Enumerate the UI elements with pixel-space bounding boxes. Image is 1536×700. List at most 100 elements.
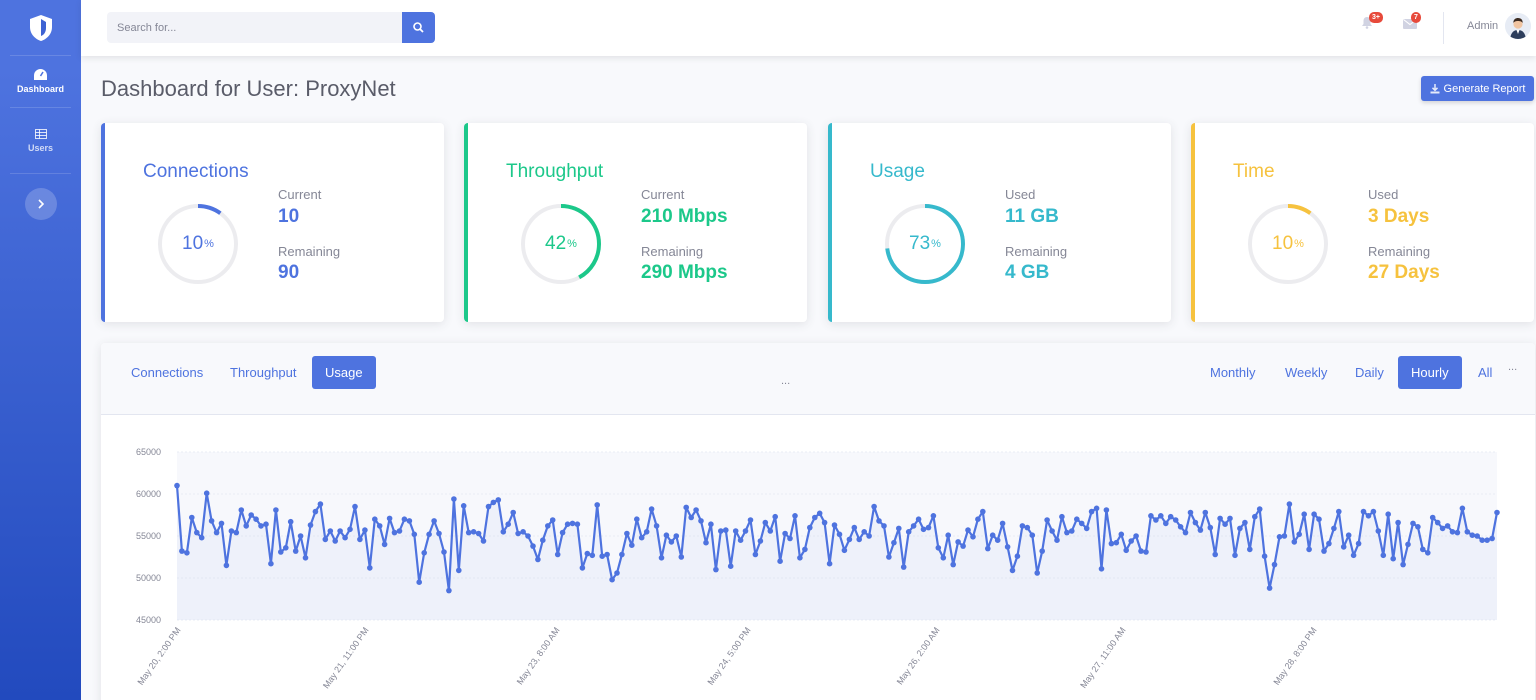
- tab-throughput[interactable]: Throughput: [217, 356, 310, 389]
- data-point: [1306, 546, 1312, 553]
- user-avatar-icon: [1505, 13, 1531, 39]
- data-point: [381, 541, 388, 548]
- data-point: [549, 517, 556, 523]
- data-point: [352, 503, 358, 510]
- data-point: [920, 526, 927, 533]
- data-point: [900, 564, 907, 570]
- messages-dropdown[interactable]: 7: [1403, 12, 1421, 34]
- data-point: [713, 566, 719, 573]
- sidebar-item-users[interactable]: Users: [10, 108, 71, 174]
- table-icon: [34, 128, 47, 139]
- data-point: [1014, 553, 1021, 559]
- range-hourly[interactable]: Hourly: [1398, 356, 1462, 389]
- data-point: [1360, 508, 1367, 515]
- data-point: [535, 556, 541, 563]
- data-point: [263, 521, 269, 527]
- data-point: [836, 531, 843, 538]
- data-point: [1083, 525, 1090, 532]
- data-point: [668, 539, 675, 545]
- avatar[interactable]: [1505, 13, 1531, 39]
- data-point: [1247, 546, 1253, 553]
- data-point: [292, 548, 299, 554]
- chart-card-header: Connections Throughput Usage ... Monthly…: [101, 343, 1535, 415]
- range-daily[interactable]: Daily: [1342, 356, 1397, 389]
- tab-connections[interactable]: Connections: [118, 356, 216, 389]
- data-point: [1004, 544, 1011, 550]
- data-point: [1039, 548, 1045, 554]
- data-point: [179, 548, 185, 554]
- data-point: [619, 551, 625, 558]
- data-point: [1400, 561, 1406, 568]
- data-point: [1276, 534, 1283, 540]
- data-point: [841, 547, 848, 554]
- data-point: [970, 534, 976, 540]
- data-point: [999, 520, 1006, 527]
- alerts-badge: 3+: [1369, 12, 1383, 23]
- data-point: [441, 549, 447, 555]
- data-point: [213, 529, 220, 536]
- data-point: [1420, 546, 1426, 553]
- data-point: [945, 532, 951, 538]
- data-point: [1128, 538, 1134, 544]
- data-point: [465, 529, 472, 536]
- data-point: [411, 531, 418, 538]
- data-point: [283, 545, 289, 551]
- x-tick-label: May 23, 8:00 AM: [515, 625, 562, 686]
- data-point: [1158, 513, 1164, 519]
- data-point: [1286, 501, 1293, 507]
- data-point: [653, 523, 660, 529]
- progress-ring: [158, 204, 238, 284]
- data-point: [569, 520, 576, 527]
- range-all[interactable]: All: [1465, 356, 1505, 389]
- search-input[interactable]: [107, 12, 402, 43]
- data-point: [1444, 523, 1451, 529]
- generate-report-button[interactable]: Generate Report: [1421, 76, 1534, 101]
- data-point: [925, 524, 932, 531]
- range-label: Monthly: [1210, 365, 1256, 380]
- data-point: [1296, 531, 1302, 538]
- data-point: [1187, 509, 1194, 516]
- data-point: [406, 518, 413, 524]
- progress-ring: [885, 204, 965, 284]
- stat-value-secondary: 4 GB: [1005, 262, 1050, 283]
- search-icon: [413, 22, 424, 33]
- data-point: [362, 527, 368, 533]
- data-point: [1336, 508, 1342, 515]
- range-weekly[interactable]: Weekly: [1272, 356, 1340, 389]
- user-name[interactable]: Admin: [1467, 20, 1499, 32]
- data-point: [589, 552, 596, 559]
- data-point: [505, 521, 512, 527]
- brand-logo[interactable]: [10, 0, 71, 56]
- data-point: [1182, 529, 1189, 536]
- data-point: [1429, 514, 1436, 521]
- sidebar-item-label: Users: [27, 142, 54, 153]
- data-point: [322, 536, 329, 543]
- data-point: [436, 530, 442, 537]
- data-point: [856, 536, 862, 543]
- data-point: [451, 496, 457, 502]
- stat-value-primary: 3 Days: [1368, 206, 1430, 227]
- data-point: [1207, 524, 1214, 531]
- data-point: [1370, 508, 1377, 515]
- sidebar-item-dashboard[interactable]: Dashboard: [10, 56, 71, 108]
- data-point: [312, 508, 319, 515]
- data-point: [376, 523, 383, 529]
- progress-ring: [521, 204, 601, 284]
- data-point: [317, 501, 324, 507]
- sidebar-toggle-button[interactable]: [24, 188, 57, 220]
- data-point: [1138, 548, 1144, 554]
- page-title: Dashboard for User: ProxyNet: [101, 76, 396, 101]
- data-point: [1009, 567, 1016, 574]
- range-monthly[interactable]: Monthly: [1197, 356, 1269, 389]
- data-point: [994, 537, 1001, 543]
- alerts-dropdown[interactable]: 3+: [1361, 12, 1383, 34]
- data-point: [367, 565, 373, 571]
- stat-value-secondary: 27 Days: [1368, 262, 1440, 283]
- data-point: [1326, 540, 1332, 547]
- data-point: [1425, 550, 1431, 556]
- data-point: [693, 507, 699, 513]
- search-button[interactable]: [402, 12, 435, 43]
- tab-usage[interactable]: Usage: [312, 356, 376, 389]
- more-dots-corner[interactable]: ...: [1508, 361, 1518, 373]
- stat-value-primary: 210 Mbps: [641, 206, 728, 227]
